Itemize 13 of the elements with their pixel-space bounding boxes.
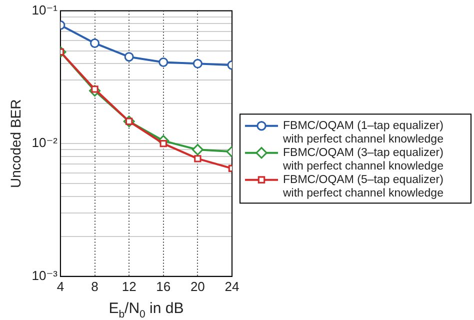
legend-label: FBMC/OQAM (3–tap equalizer) with perfect channel knowledge bbox=[282, 147, 444, 173]
x-tick-label: 12 bbox=[122, 278, 136, 294]
x-tick-label: 20 bbox=[190, 278, 205, 294]
x-tick-label: 24 bbox=[224, 278, 240, 294]
y-tick-label: 10⁻³ bbox=[32, 268, 58, 283]
x-tick-label: 16 bbox=[156, 278, 171, 294]
y-tick-label: 10⁻¹ bbox=[32, 2, 58, 18]
x-tick-label: 4 bbox=[56, 278, 64, 294]
y-tick-label: 10⁻² bbox=[32, 135, 58, 150]
x-tick-label: 8 bbox=[91, 278, 98, 294]
legend-label: FBMC/OQAM (5–tap equalizer) with perfect channel knowledge bbox=[282, 174, 444, 200]
y-axis-title: Uncoded BER bbox=[7, 99, 24, 188]
legend-label: FBMC/OQAM (1–tap equalizer) with perfect channel knowledge bbox=[282, 120, 444, 146]
